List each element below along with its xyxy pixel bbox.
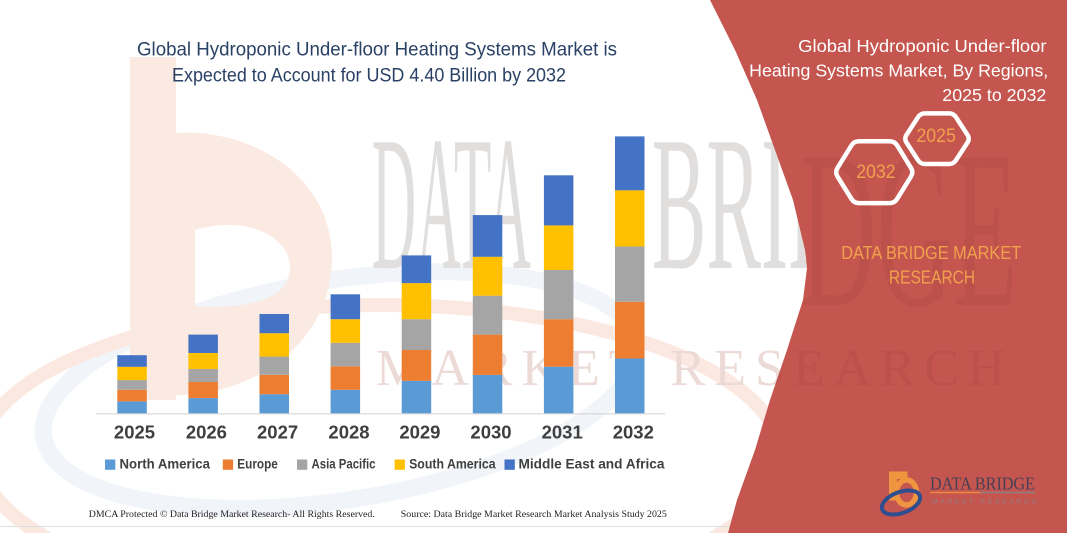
svg-text:Global Hydroponic Under-floor: Global Hydroponic Under-floor Heating Sy… <box>137 39 617 61</box>
svg-text:DMCA Protected © Data Bridge M: DMCA Protected © Data Bridge Market Rese… <box>89 509 375 520</box>
svg-text:Heating Systems Market, By Reg: Heating Systems Market, By Regions, <box>749 61 1048 81</box>
svg-text:2027: 2027 <box>257 422 298 443</box>
svg-text:South America: South America <box>409 457 496 473</box>
svg-text:2029: 2029 <box>399 422 440 443</box>
svg-text:Europe: Europe <box>237 457 278 473</box>
svg-text:Middle East and Africa: Middle East and Africa <box>519 457 665 473</box>
svg-text:2030: 2030 <box>470 422 511 443</box>
svg-text:Asia Pacific: Asia Pacific <box>312 457 376 473</box>
svg-text:2025 to 2032: 2025 to 2032 <box>942 85 1046 105</box>
svg-text:2026: 2026 <box>186 422 227 443</box>
svg-text:DATA: DATA <box>372 97 531 310</box>
svg-text:2025: 2025 <box>916 126 956 147</box>
svg-text:Expected to Account for USD 4.: Expected to Account for USD 4.40 Billion… <box>172 65 566 87</box>
svg-text:2032: 2032 <box>856 162 896 183</box>
svg-text:Source: Data Bridge Market Res: Source: Data Bridge Market Research Mark… <box>401 509 667 520</box>
svg-text:RESEARCH: RESEARCH <box>889 267 975 288</box>
svg-text:2028: 2028 <box>328 422 369 443</box>
svg-text:DATA BRIDGE MARKET: DATA BRIDGE MARKET <box>841 242 1021 263</box>
svg-text:DATA BRIDGE: DATA BRIDGE <box>930 474 1035 494</box>
svg-text:2031: 2031 <box>542 422 583 443</box>
svg-text:MARKET RESEARCH: MARKET RESEARCH <box>932 499 1039 506</box>
svg-text:North America: North America <box>120 457 211 473</box>
svg-text:2032: 2032 <box>613 422 654 443</box>
svg-text:2025: 2025 <box>114 422 155 443</box>
svg-text:Global Hydroponic Under-floor: Global Hydroponic Under-floor <box>798 36 1046 56</box>
